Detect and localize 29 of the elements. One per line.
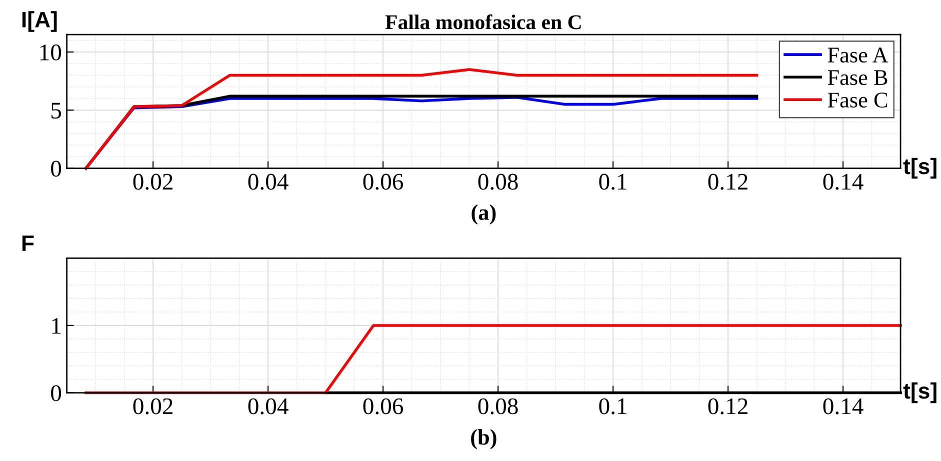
x-axis-title: t[s] <box>903 158 936 179</box>
x-tick-label: 0.08 <box>478 398 518 414</box>
y-tick-label: 10 <box>40 44 62 60</box>
x-tick-label: 0.1 <box>599 398 626 414</box>
y-tick-label: 5 <box>52 102 62 119</box>
x-tick-label: 0.12 <box>708 174 748 190</box>
x-tick-label: 0.04 <box>248 398 288 414</box>
text: (b) <box>471 429 496 450</box>
legend-label: Fase B <box>828 70 888 86</box>
x-tick-label: 0.06 <box>363 398 404 414</box>
text: (a) <box>472 204 496 225</box>
x-tick-label: 0.1 <box>599 174 626 190</box>
x-tick-label: 0.12 <box>708 398 748 414</box>
y-tick-label: 1 <box>52 318 61 334</box>
y-axis-title: F <box>22 236 34 251</box>
x-tick-label: 0.14 <box>823 174 864 190</box>
x-tick-label: 0.04 <box>248 174 288 190</box>
y-tick-label: 0 <box>51 385 62 402</box>
y-tick-label: 0 <box>51 160 62 177</box>
legend-label: Fase C <box>828 92 888 108</box>
x-tick-label: 0.08 <box>478 174 518 190</box>
x-tick-label: 0.02 <box>133 398 172 414</box>
chart-title: Falla monofasica en C <box>385 14 581 30</box>
x-tick-label: 0.06 <box>363 174 404 190</box>
x-tick-label: 0.14 <box>823 398 864 414</box>
x-tick-label: 0.02 <box>133 174 172 190</box>
y-axis-title: I[A] <box>22 11 57 32</box>
x-axis-title: t[s] <box>903 382 936 404</box>
legend-label: Fase A <box>828 48 888 63</box>
